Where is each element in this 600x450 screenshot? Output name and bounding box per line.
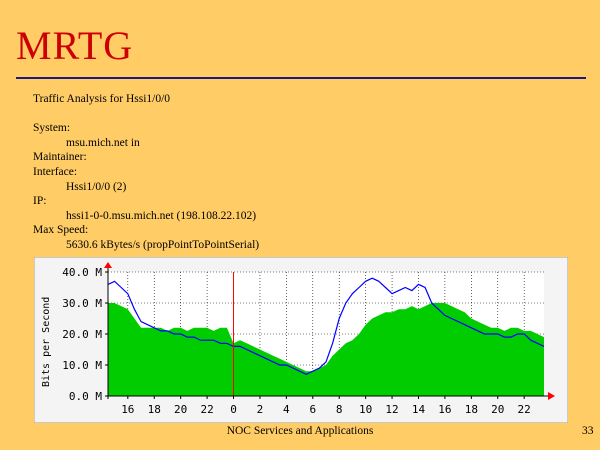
y-tick-label-0: 0.0 M <box>69 390 102 403</box>
maintainer-label: Maintainer: <box>33 151 87 164</box>
x-tick-label-12: 16 <box>438 403 451 416</box>
spacer <box>33 107 259 122</box>
x-tick-label-11: 14 <box>412 403 426 416</box>
x-tick-label-7: 6 <box>309 403 316 416</box>
series-out-line <box>107 277 545 375</box>
x-tick-labels: 16 18 20 22 0 2 4 6 8 10 12 14 16 18 20 22 <box>121 396 531 416</box>
x-axis-arrow-icon <box>548 392 555 400</box>
slide-footer: NOC Services and Applications <box>226 425 374 437</box>
x-tick-label-1: 18 <box>148 403 161 416</box>
y-tick-label-3: 30.0 M <box>62 297 102 310</box>
y-tick-labels: 0.0 M 10.0 M 20.0 M 30.0 M 40.0 M <box>62 266 108 403</box>
x-tick-label-2: 20 <box>174 403 187 416</box>
y-axis-arrow-icon <box>104 262 112 268</box>
interface-label: Interface: <box>33 165 78 178</box>
y-tick-label-4: 40.0 M <box>62 266 102 279</box>
system-value: msu.mich.net in <box>66 136 140 149</box>
x-tick-label-9: 10 <box>359 403 372 416</box>
x-tick-label-5: 2 <box>257 403 264 416</box>
x-tick-label-14: 20 <box>491 403 504 416</box>
x-tick-label-0: 16 <box>121 403 134 416</box>
y-tick-label-2: 20.0 M <box>62 328 102 341</box>
series-out-group <box>107 277 545 375</box>
x-tick-label-10: 12 <box>385 403 398 416</box>
traffic-heading: Traffic Analysis for Hssi1/0/0 <box>33 93 171 105</box>
maxspeed-label: Max Speed: <box>33 224 89 237</box>
x-tick-label-6: 4 <box>283 403 290 416</box>
interface-info: Traffic Analysis for Hssi1/0/0 System: m… <box>33 92 259 253</box>
y-axis-label: Bits per Second <box>41 297 52 387</box>
maxspeed-value: 5630.6 kBytes/s (propPointToPointSerial) <box>66 238 260 251</box>
x-tick-label-3: 22 <box>200 403 213 416</box>
ip-value: hssi1-0-0.msu.mich.net (198.108.22.102) <box>66 209 257 222</box>
x-tick-label-13: 18 <box>465 403 478 416</box>
slide-title: MRTG <box>16 23 134 68</box>
ip-label: IP: <box>33 195 47 208</box>
title-divider <box>16 77 586 79</box>
x-tick-label-15: 22 <box>518 403 531 416</box>
system-label: System: <box>33 122 71 135</box>
y-tick-label-1: 10.0 M <box>62 359 102 372</box>
series-in-area <box>108 303 544 396</box>
x-tick-label-4: 0 <box>230 403 237 416</box>
interface-value: Hssi1/0/0 (2) <box>66 180 127 193</box>
traffic-chart: 0.0 M10.0 M20.0 M30.0 M40.0 M 16 18 20 22 0 2… <box>34 257 568 423</box>
page-number: 33 <box>582 425 594 437</box>
x-tick-label-8: 8 <box>336 403 343 416</box>
series-in-group <box>108 303 544 396</box>
